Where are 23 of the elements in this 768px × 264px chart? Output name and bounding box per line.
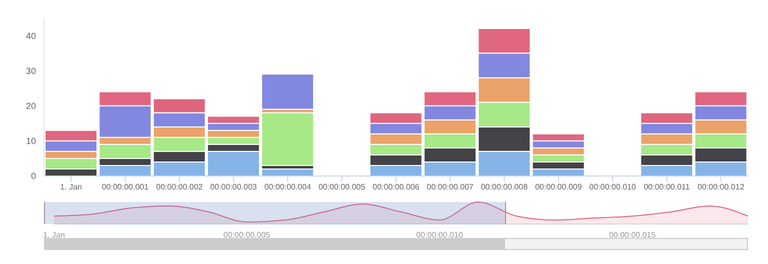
x-tick-label: 1. Jan [60,182,82,192]
bar [261,74,314,110]
y-tick-label: 40 [26,30,36,41]
x-tick-label: 00:00:00.001 [102,182,150,192]
x-tick-label: 00:00:00.002 [156,182,204,192]
y-tick-label: 20 [26,100,36,111]
x-tick-label: 00:00:00.015 [608,230,656,240]
x-tick-label: 00:00:00.006 [372,182,420,192]
x-tick-label: 00:00:00.005 [318,182,366,192]
x-tick-label: 00:00:00.004 [264,182,312,192]
x-tick-label: 1. Jan [43,230,65,240]
x-tick-label: 00:00:00.010 [416,230,464,240]
x-tick-label: 00:00:00.012 [698,182,745,192]
x-tick-label: 00:00:00.011 [644,182,690,192]
x-tick-label: 00:00:00.009 [535,182,582,192]
x-tick-label: 00:00:00.007 [426,182,474,192]
y-tick-label: 10 [26,136,36,146]
x-tick-label: 00:00:00.005 [223,230,271,240]
x-tick-label: 00:00:00.010 [589,182,637,192]
y-tick-label: 30 [26,66,36,76]
x-tick-label: 00:00:00.008 [480,182,528,192]
y-tick-label: 0 [30,171,36,182]
x-tick-label: 00:00:00.003 [210,182,258,192]
